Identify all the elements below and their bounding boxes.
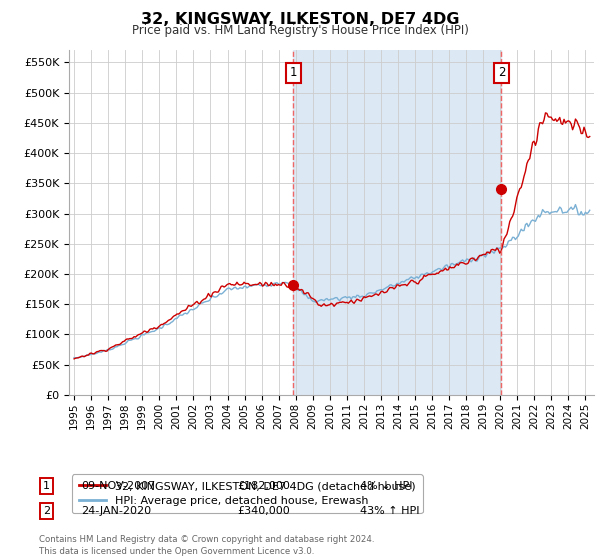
Text: 24-JAN-2020: 24-JAN-2020 xyxy=(81,506,151,516)
Text: Price paid vs. HM Land Registry's House Price Index (HPI): Price paid vs. HM Land Registry's House … xyxy=(131,24,469,36)
Text: 2: 2 xyxy=(497,66,505,80)
Text: 1: 1 xyxy=(290,66,297,80)
Text: 2: 2 xyxy=(43,506,50,516)
Text: 4% ↓ HPI: 4% ↓ HPI xyxy=(360,481,413,491)
Text: 1: 1 xyxy=(43,481,50,491)
Text: 32, KINGSWAY, ILKESTON, DE7 4DG: 32, KINGSWAY, ILKESTON, DE7 4DG xyxy=(141,12,459,27)
Text: 09-NOV-2007: 09-NOV-2007 xyxy=(81,481,155,491)
Text: £340,000: £340,000 xyxy=(237,506,290,516)
Text: 43% ↑ HPI: 43% ↑ HPI xyxy=(360,506,419,516)
Legend: 32, KINGSWAY, ILKESTON, DE7 4DG (detached house), HPI: Average price, detached h: 32, KINGSWAY, ILKESTON, DE7 4DG (detache… xyxy=(72,474,422,513)
Text: Contains HM Land Registry data © Crown copyright and database right 2024.
This d: Contains HM Land Registry data © Crown c… xyxy=(39,535,374,556)
Text: £182,000: £182,000 xyxy=(237,481,290,491)
Bar xyxy=(293,50,502,395)
